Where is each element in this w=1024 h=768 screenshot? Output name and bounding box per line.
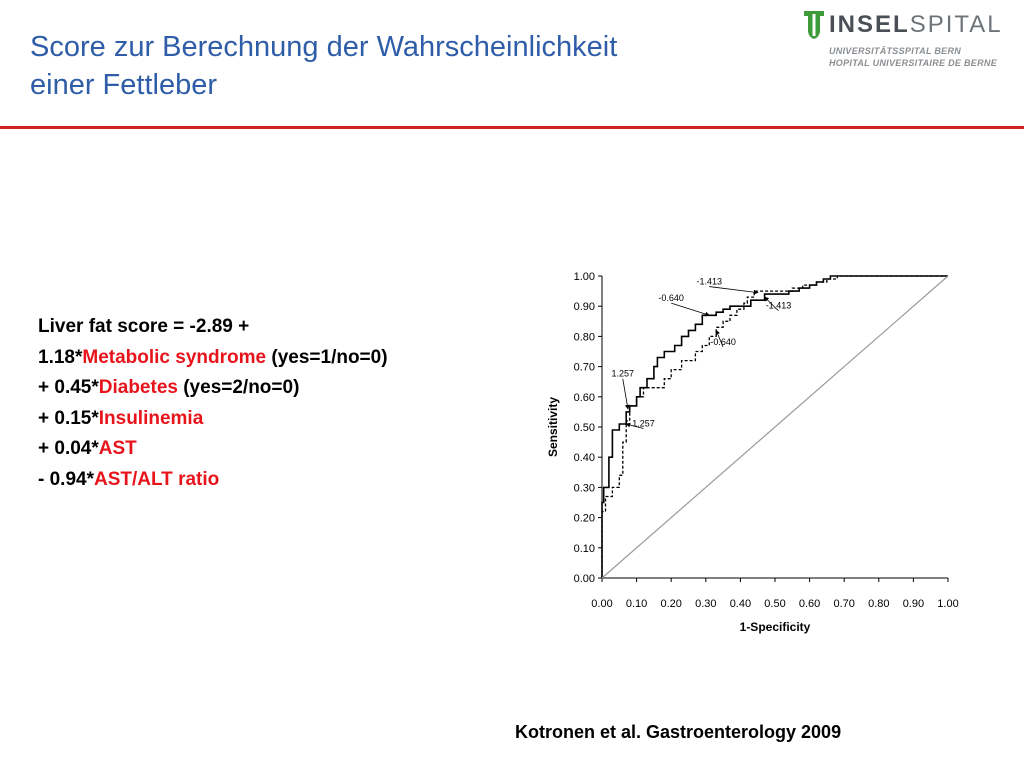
y-tick-label: 0.30 <box>574 482 595 494</box>
annotation-arrow <box>671 302 711 317</box>
x-tick-label: 0.80 <box>868 598 889 610</box>
formula-line-5-prefix: + 0.04* <box>38 438 99 459</box>
formula-line-6-prefix: - 0.94* <box>38 468 94 490</box>
annotation-label: 1.257 <box>611 369 634 379</box>
x-tick-label: 0.10 <box>626 598 647 610</box>
formula-line-3: + 0.45*Diabetes (yes=2/no=0) <box>38 373 388 404</box>
formula-term-ast: AST <box>98 438 137 459</box>
formula-line-3-suffix: (yes=2/no=0) <box>177 377 300 398</box>
annotation-label: 1.257 <box>632 419 655 429</box>
formula-line-5: + 0.04*AST <box>38 434 388 465</box>
y-tick-label: 0.70 <box>574 362 595 374</box>
annotation-arrow <box>709 286 759 295</box>
y-tick-label: 0.10 <box>574 543 595 555</box>
logo-brand-light: SPITAL <box>909 11 1003 38</box>
annotation-arrow <box>625 422 644 429</box>
roc-series-solid-line <box>601 275 948 578</box>
y-axis-label: Sensitivity <box>546 397 560 457</box>
formula-line-1-text: Liver fat score = -2.89 + <box>38 316 250 337</box>
x-tick-label: 1.00 <box>937 598 958 610</box>
slide-title-line-1: Score zur Berechnung der Wahrscheinlichk… <box>30 31 618 63</box>
x-tick-label: 0.50 <box>764 598 785 610</box>
annotation-label: -1.413 <box>766 301 792 311</box>
logo-brand: INSELSPITAL <box>829 10 1003 40</box>
annotation-label: -0.640 <box>658 293 684 303</box>
annotation-arrow <box>622 378 630 410</box>
roc-series-reference-line <box>601 275 949 579</box>
logo-subtitle-2: HOPITAL UNIVERSITAIRE DE BERNE <box>829 58 998 68</box>
annotation-arrow <box>715 329 724 348</box>
x-tick-label: 0.90 <box>903 598 924 610</box>
y-tick-label: 0.80 <box>574 331 595 343</box>
y-tick-label: 0.00 <box>574 573 595 585</box>
x-tick-label: 0.20 <box>660 598 681 610</box>
formula-line-2-prefix: 1.18* <box>38 346 83 368</box>
x-axis-label: 1-Specificity <box>740 620 811 634</box>
y-tick-label: 1.00 <box>574 271 595 283</box>
y-tick-label: 0.90 <box>574 301 595 313</box>
roc-curve-chart: 0.00 0.10 0.20 0.30 0.40 0.50 0.60 0.70 0.80 0.90… <box>546 271 959 634</box>
formula-line-2: 1.18*Metabolic syndrome (yes=1/no=0) <box>38 343 388 374</box>
logo-subtitle-1: UNIVERSITÄTSSPITAL BERN <box>829 46 962 56</box>
inselspital-logo: INSELSPITAL UNIVERSITÄTSSPITAL BERN HOPI… <box>803 8 1013 70</box>
formula-line-1: Liver fat score = -2.89 + <box>38 312 388 343</box>
formula-term-metabolic-syndrome: Metabolic syndrome <box>82 346 267 368</box>
y-tick-label: 0.60 <box>574 392 595 404</box>
logo-brand-bold: INSEL <box>829 11 910 38</box>
formula-term-diabetes: Diabetes <box>98 377 178 398</box>
y-tick-label: 0.40 <box>574 452 595 464</box>
annotation-label: -0.640 <box>710 337 736 347</box>
y-tick-label: 0.50 <box>574 422 595 434</box>
x-tick-label: 0.00 <box>591 598 612 610</box>
x-tick-label: 0.60 <box>799 598 820 610</box>
x-tick-label: 0.30 <box>695 598 716 610</box>
liver-fat-score-formula: Liver fat score = -2.89 + 1.18*Metabolic… <box>38 312 388 495</box>
formula-term-insulinemia: Insulinemia <box>98 407 204 429</box>
x-tick-label: 0.70 <box>833 598 854 610</box>
formula-line-3-prefix: + 0.45* <box>38 377 99 398</box>
formula-term-ast-alt-ratio: AST/ALT ratio <box>93 468 220 490</box>
inselspital-mark-icon <box>804 11 824 39</box>
formula-line-4: + 0.15*Insulinemia <box>38 404 388 435</box>
y-tick-label: 0.20 <box>574 513 595 525</box>
formula-line-2-suffix: (yes=1/no=0) <box>266 346 388 368</box>
slide-title-line-2: einer Fettleber <box>30 69 217 101</box>
roc-series-dashed-line <box>601 275 948 578</box>
formula-line-6: - 0.94*AST/ALT ratio <box>38 465 388 496</box>
header-divider <box>0 126 1024 129</box>
annotation-label: -1.413 <box>696 277 722 287</box>
formula-line-4-prefix: + 0.15* <box>38 407 99 429</box>
annotation-arrow <box>764 296 779 312</box>
slide-title: Score zur Berechnung der Wahrscheinlichk… <box>30 28 770 104</box>
x-tick-label: 0.40 <box>730 598 751 610</box>
citation: Kotronen et al. Gastroenterology 2009 <box>515 722 842 742</box>
